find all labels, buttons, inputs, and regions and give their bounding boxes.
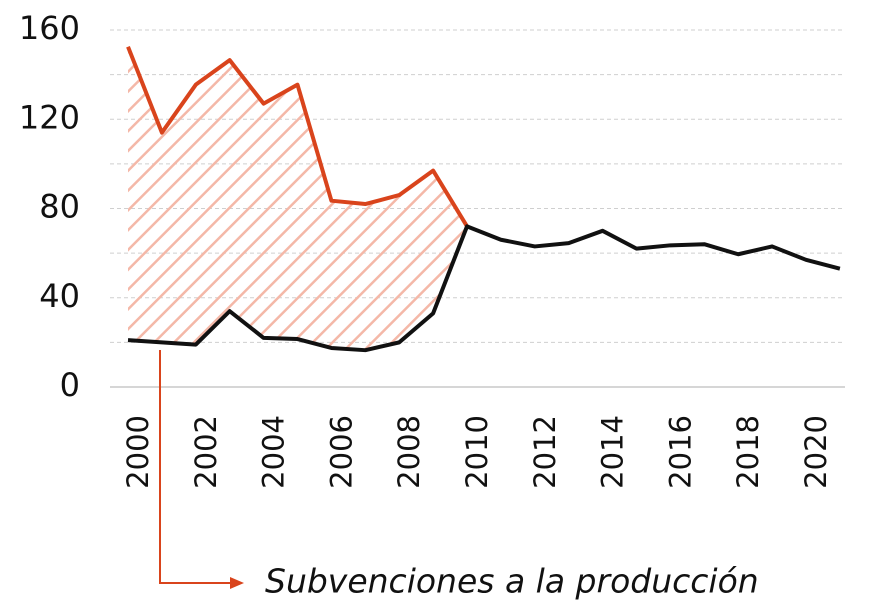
y-tick-label: 160	[19, 9, 80, 47]
x-tick-label: 2020	[799, 415, 833, 489]
y-tick-label: 120	[19, 98, 80, 136]
x-tick-label: 2000	[121, 415, 155, 489]
line-series	[127, 224, 841, 353]
annotation-arrow	[159, 350, 232, 584]
line-series	[126, 46, 469, 228]
y-tick-label: 40	[39, 277, 80, 315]
x-tick-label: 2012	[528, 415, 562, 489]
x-tick-label: 2014	[596, 415, 630, 489]
x-tick-label: 2010	[460, 415, 494, 489]
x-tick-label: 2006	[324, 415, 358, 489]
x-tick-label: 2016	[663, 415, 697, 489]
x-tick-label: 2004	[257, 415, 291, 489]
y-tick-label: 80	[39, 188, 80, 226]
y-tick-label: 0	[60, 366, 80, 404]
annotation: Subvenciones a la producción	[265, 562, 759, 601]
hatched-area	[128, 46, 467, 351]
x-tick-label: 2008	[392, 415, 426, 489]
x-tick-label: 2018	[731, 415, 765, 489]
arrow-head	[230, 577, 244, 589]
x-tick-label: 2002	[189, 415, 223, 489]
